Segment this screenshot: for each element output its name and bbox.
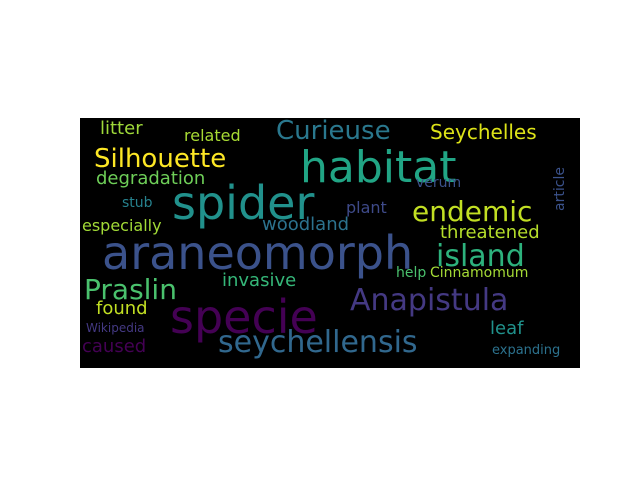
word-spider: spider — [172, 176, 315, 230]
word-endemic: endemic — [412, 195, 533, 228]
word-anapistula: Anapistula — [350, 283, 509, 318]
word-praslin: Praslin — [84, 273, 177, 306]
word-curieuse: Curieuse — [276, 118, 391, 146]
word-cinnamomum: Cinnamomum — [430, 265, 529, 281]
word-caused: caused — [82, 336, 147, 357]
word-verum: verum — [416, 175, 462, 191]
word-seychelles: Seychelles — [430, 120, 537, 144]
word-cloud: araneomorph spider habitat specie Anapis… — [80, 118, 580, 368]
word-related: related — [184, 126, 241, 145]
word-article: article — [551, 167, 568, 211]
word-found: found — [96, 298, 148, 319]
word-habitat: habitat — [300, 142, 457, 193]
word-seychellensis: seychellensis — [218, 325, 418, 360]
word-silhouette: Silhouette — [94, 144, 227, 174]
word-specie: specie — [170, 290, 318, 344]
word-litter: litter — [100, 118, 143, 139]
word-araneomorph: araneomorph — [102, 226, 414, 280]
word-plant: plant — [346, 198, 387, 217]
word-woodland: woodland — [262, 214, 350, 235]
word-leaf: leaf — [490, 318, 524, 339]
word-island: island — [436, 239, 525, 274]
word-especially: especially — [82, 216, 162, 235]
word-invasive: invasive — [222, 270, 297, 291]
word-threatened: threatened — [440, 222, 540, 243]
word-stub: stub — [122, 195, 153, 211]
word-degradation: degradation — [96, 168, 206, 189]
word-wikipedia: Wikipedia — [86, 321, 145, 335]
word-help: help — [396, 265, 427, 281]
word-expanding: expanding — [492, 343, 561, 358]
